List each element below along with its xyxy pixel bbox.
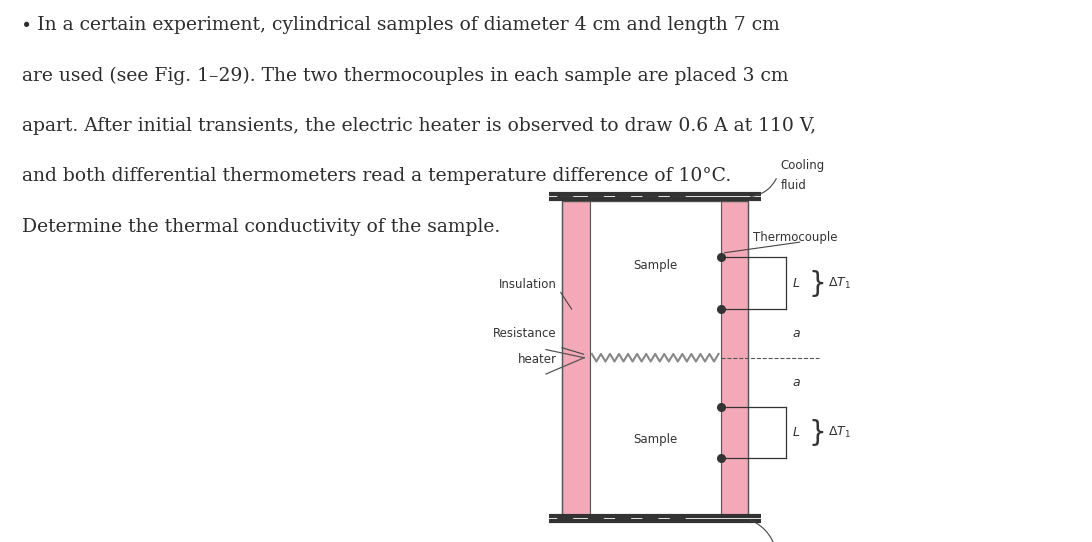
Text: Resistance: Resistance (494, 327, 557, 340)
Text: Insulation: Insulation (499, 278, 557, 291)
Text: $\}$: $\}$ (808, 268, 824, 299)
Text: Sample: Sample (633, 259, 677, 272)
Bar (562, 201, 590, 515)
Text: Cooling: Cooling (781, 159, 826, 172)
Text: $L$: $L$ (792, 426, 800, 438)
Bar (562, 201, 748, 515)
Text: $\}$: $\}$ (808, 417, 824, 448)
Text: $\Delta T_1$: $\Delta T_1$ (828, 276, 851, 291)
Bar (590, 201, 721, 358)
Text: and both differential thermometers read a temperature difference of 10°C.: and both differential thermometers read … (22, 167, 731, 185)
Text: Sample: Sample (633, 433, 677, 446)
Text: $L$: $L$ (792, 277, 800, 289)
Text: fluid: fluid (781, 179, 807, 192)
Text: heater: heater (518, 353, 557, 366)
Text: Thermocouple: Thermocouple (753, 231, 838, 244)
Text: $\Delta T_1$: $\Delta T_1$ (828, 425, 851, 440)
Text: $a$: $a$ (792, 327, 800, 340)
Text: are used (see Fig. 1–29). The two thermocouples in each sample are placed 3 cm: are used (see Fig. 1–29). The two thermo… (22, 67, 788, 85)
Bar (721, 201, 748, 515)
Text: apart. After initial transients, the electric heater is observed to draw 0.6 A a: apart. After initial transients, the ele… (22, 117, 816, 135)
Text: Determine the thermal conductivity of the sample.: Determine the thermal conductivity of th… (22, 218, 500, 236)
Text: $a$: $a$ (792, 376, 800, 389)
Bar (590, 358, 721, 515)
Text: ∙ In a certain experiment, cylindrical samples of diameter 4 cm and length 7 cm: ∙ In a certain experiment, cylindrical s… (22, 16, 780, 34)
